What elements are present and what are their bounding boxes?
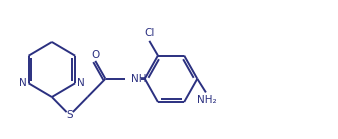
Text: NH: NH: [131, 74, 146, 84]
Text: NH₂: NH₂: [197, 95, 216, 105]
Text: S: S: [66, 110, 73, 120]
Text: N: N: [20, 78, 27, 88]
Text: O: O: [91, 49, 99, 59]
Text: N: N: [76, 78, 84, 88]
Text: Cl: Cl: [144, 28, 154, 39]
